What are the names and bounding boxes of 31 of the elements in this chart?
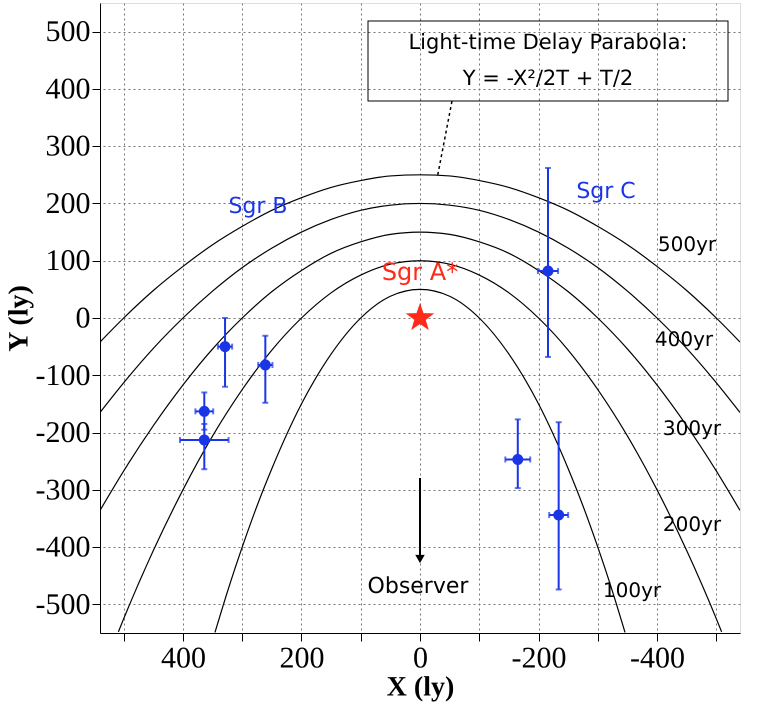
x-tick-label: 400 — [160, 642, 206, 674]
annotation: Sgr C — [576, 179, 636, 204]
y-tick-label: -100 — [36, 358, 90, 392]
series-label: 500yr — [658, 232, 717, 256]
point — [198, 434, 210, 446]
point — [260, 359, 271, 370]
x-axis-title: X (ly) — [386, 672, 454, 702]
point — [406, 303, 434, 330]
y-tick-label: -300 — [36, 473, 90, 506]
point — [198, 406, 210, 417]
y-tick-label: 0 — [76, 302, 90, 334]
x-tick-label: -400 — [630, 642, 686, 674]
y-tick-label: -500 — [36, 588, 90, 621]
x-tick-label: -200 — [512, 642, 567, 674]
annotation: Observer — [368, 574, 470, 599]
y-tick-label: -400 — [36, 530, 90, 564]
y-axis-title: Y (ly) — [4, 285, 35, 352]
point — [512, 454, 524, 465]
y-tick-label: 100 — [46, 244, 90, 278]
x-tick-label: 200 — [279, 642, 324, 674]
point — [553, 510, 564, 520]
y-tick-label: 200 — [46, 186, 90, 220]
x-tick-label: 0 — [413, 642, 428, 674]
y-tick-label: 500 — [46, 15, 90, 48]
y-tick-label: 300 — [46, 130, 90, 163]
point — [220, 341, 231, 352]
annotation: Light-time Delay Parabola: Y = -X²/2T + T/2 — [408, 30, 688, 90]
series-label: Sgr A* — [382, 258, 458, 286]
point — [542, 266, 554, 277]
y-tick-label: 400 — [46, 72, 90, 106]
y-tick-label: -200 — [36, 416, 90, 450]
